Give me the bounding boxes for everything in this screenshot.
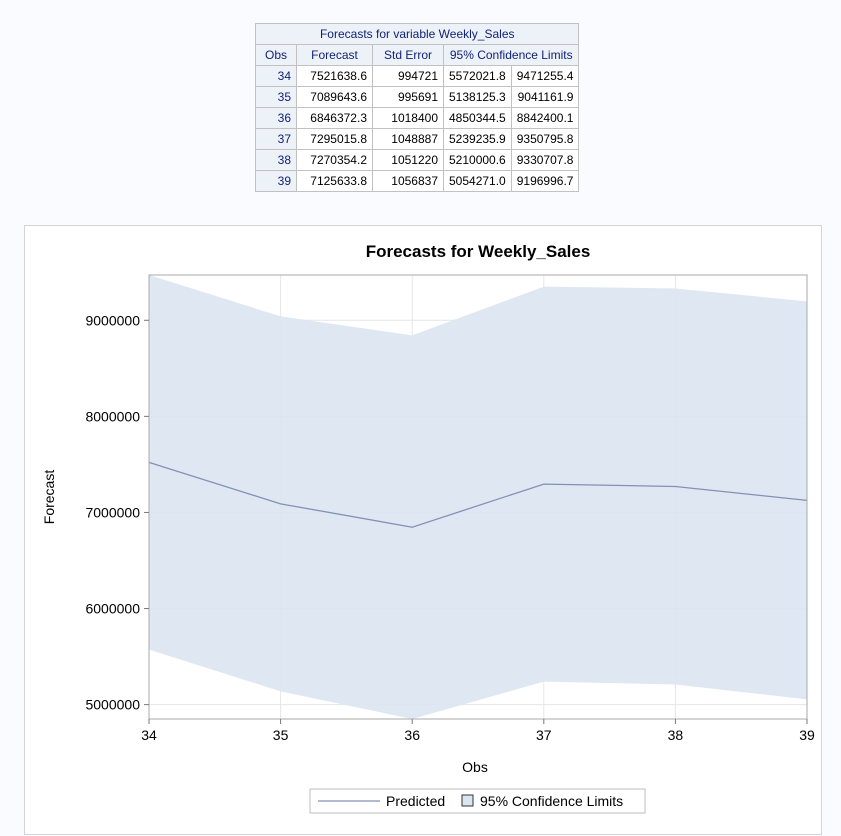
legend: Predicted 95% Confidence Limits (309, 788, 646, 814)
legend-label-confidence: 95% Confidence Limits (480, 793, 623, 809)
cell-upper-limit: 8842400.1 (510, 107, 580, 129)
cell-obs: 36 (255, 107, 297, 129)
cell-std-error: 1051220 (372, 149, 444, 171)
cell-upper-limit: 9330707.8 (510, 149, 580, 171)
chart-panel: 34 35 36 37 38 39 5000000 6000000 7000000 800000… (24, 225, 822, 835)
cell-std-error: 1018400 (372, 107, 444, 129)
cell-forecast: 7270354.2 (296, 149, 373, 171)
cell-lower-limit: 5054271.0 (443, 170, 512, 192)
y-tick-label: 9000000 (85, 312, 140, 328)
y-axis: 5000000 6000000 7000000 8000000 9000000 (85, 312, 149, 713)
chart-title: Forecasts for Weekly_Sales (366, 242, 591, 261)
cell-lower-limit: 5572021.8 (443, 65, 512, 87)
cell-obs: 37 (255, 128, 297, 150)
cell-forecast: 6846372.3 (296, 107, 373, 129)
table-row: 35 7089643.6 995691 5138125.3 9041161.9 (255, 86, 580, 108)
cell-obs: 35 (255, 86, 297, 108)
header-forecast: Forecast (296, 44, 373, 66)
cell-obs: 38 (255, 149, 297, 171)
confidence-band (149, 275, 807, 719)
cell-std-error: 995691 (372, 86, 444, 108)
cell-forecast: 7125633.8 (296, 170, 373, 192)
y-tick-label: 7000000 (85, 504, 140, 520)
cell-forecast: 7521638.6 (296, 65, 373, 87)
x-tick-label: 35 (273, 727, 289, 743)
y-tick-label: 8000000 (85, 408, 140, 424)
cell-upper-limit: 9471255.4 (510, 65, 580, 87)
y-tick-label: 6000000 (85, 601, 140, 617)
header-confidence-limits: 95% Confidence Limits (442, 44, 580, 66)
legend-band-swatch (461, 794, 474, 807)
table-row: 34 7521638.6 994721 5572021.8 9471255.4 (255, 65, 580, 87)
table-row: 36 6846372.3 1018400 4850344.5 8842400.1 (255, 107, 580, 129)
x-tick-label: 36 (404, 727, 420, 743)
cell-upper-limit: 9196996.7 (510, 170, 580, 192)
table-row: 38 7270354.2 1051220 5210000.6 9330707.8 (255, 149, 580, 171)
cell-lower-limit: 5239235.9 (443, 128, 512, 150)
header-std-error: Std Error (372, 44, 444, 66)
x-tick-label: 38 (668, 727, 684, 743)
cell-lower-limit: 5138125.3 (443, 86, 512, 108)
table-row: 39 7125633.8 1056837 5054271.0 9196996.7 (255, 170, 580, 192)
confidence-band-group (149, 275, 807, 719)
header-obs: Obs (255, 44, 297, 66)
cell-lower-limit: 4850344.5 (443, 107, 512, 129)
cell-obs: 39 (255, 170, 297, 192)
cell-forecast: 7089643.6 (296, 86, 373, 108)
x-axis: 34 35 36 37 38 39 (141, 719, 815, 743)
x-tick-label: 34 (141, 727, 157, 743)
x-tick-label: 39 (799, 727, 815, 743)
cell-upper-limit: 9350795.8 (510, 128, 580, 150)
predicted-line-group (148, 461, 808, 528)
series-line-predicted (148, 461, 808, 528)
plot-area-frame (148, 274, 808, 720)
x-axis-label: Obs (462, 759, 488, 775)
cell-upper-limit: 9041161.9 (510, 86, 580, 108)
forecast-chart: 34 35 36 37 38 39 5000000 6000000 7000000 800000… (41, 242, 815, 814)
x-tick-label: 37 (536, 727, 552, 743)
y-tick-label: 5000000 (85, 697, 140, 713)
table-row: 37 7295015.8 1048887 5239235.9 9350795.8 (255, 128, 580, 150)
legend-label-predicted: Predicted (386, 793, 445, 809)
cell-std-error: 1056837 (372, 170, 444, 192)
cell-forecast: 7295015.8 (296, 128, 373, 150)
table-title: Forecasts for variable Weekly_Sales (254, 23, 580, 45)
cell-std-error: 1048887 (372, 128, 444, 150)
cell-obs: 34 (255, 65, 297, 87)
y-axis-label: Forecast (41, 470, 57, 525)
cell-lower-limit: 5210000.6 (443, 149, 512, 171)
forecast-table: Forecasts for variable Weekly_Sales Obs … (254, 23, 580, 192)
cell-std-error: 994721 (372, 65, 444, 87)
